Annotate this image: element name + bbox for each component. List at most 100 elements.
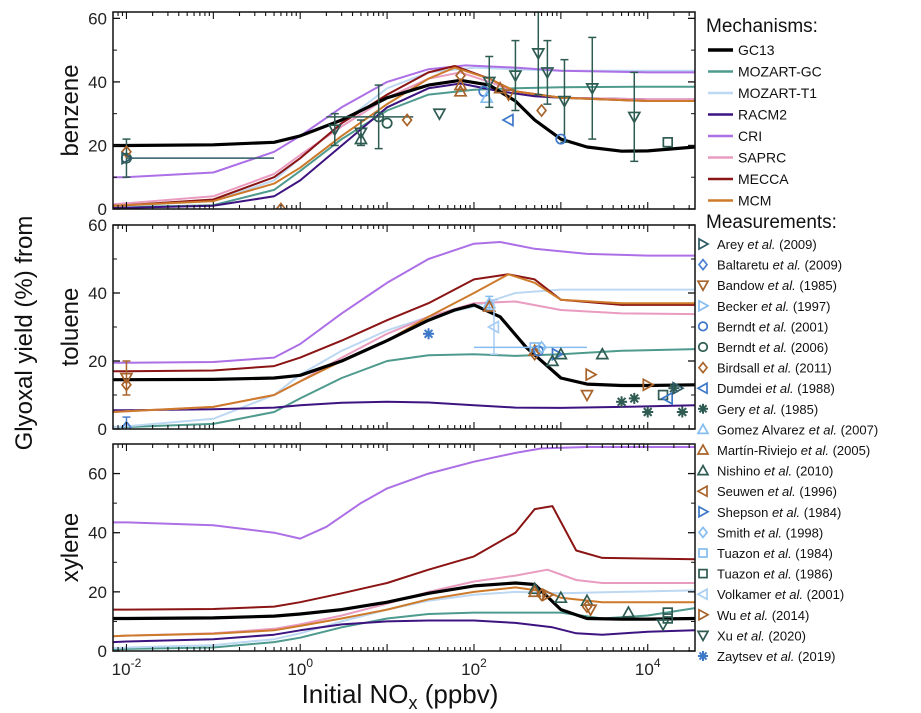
y-tick-label-toluene-0: 0 — [98, 420, 107, 439]
legend-label: Gomez Alvarez et al. (2007) — [717, 422, 878, 437]
panel-label-toluene: toluene — [57, 288, 84, 367]
data-point-toluene-1 — [120, 377, 132, 392]
data-point-toluene-11 — [536, 340, 548, 355]
legend-item-measurement-15: Tuazon et al. (1984) — [698, 546, 833, 561]
legend-marker — [697, 341, 709, 353]
data-point-benzene-26 — [585, 83, 600, 96]
x-axis-label-unit: (ppbv) — [418, 679, 499, 709]
y-tick-label-toluene-60: 60 — [88, 216, 107, 235]
legend-marker — [698, 651, 708, 661]
data-point-benzene-20 — [508, 70, 523, 83]
y-tick-label-toluene-40: 40 — [88, 284, 107, 303]
labels-layer: Glyoxal yield (%) from Initial NOx (ppbv… — [11, 16, 837, 713]
legend-label: Birdsall et al. (2011) — [717, 361, 832, 376]
measurement-points-toluene — [119, 295, 688, 429]
legend-label: MOZART-GC — [738, 64, 822, 80]
series-line-xylene-gc13 — [113, 581, 695, 621]
data-point-toluene-13 — [545, 353, 560, 367]
plot-frame-benzene — [112, 11, 696, 210]
legend-item-measurement-11: Nishino et al. (2010) — [696, 463, 833, 479]
legend-label: Xu et al. (2020) — [717, 628, 806, 643]
panel-label-xylene: xylene — [57, 513, 84, 582]
legend-item-gc13: GC13 — [708, 42, 775, 58]
data-point-xylene-8 — [621, 605, 636, 618]
legend-item-measurement-18: Wu et al. (2014) — [698, 608, 809, 623]
series-line-benzene-mcm — [113, 66, 695, 207]
data-point-benzene-6 — [353, 131, 368, 145]
data-point-benzene-15 — [479, 90, 494, 104]
data-point-toluene-15 — [580, 389, 594, 403]
series-line-xylene-mcm — [113, 586, 695, 638]
x-tick-label-4: 104 — [635, 656, 661, 679]
data-point-toluene-4 — [482, 295, 497, 309]
y-tick-label-xylene-60: 60 — [88, 465, 107, 484]
legend-marker — [696, 381, 708, 395]
data-point-benzene-19 — [501, 89, 516, 102]
legend-label: Seuwen et al. (1996) — [717, 484, 837, 499]
legend-label: GC13 — [738, 42, 775, 58]
data-point-toluene-0 — [119, 372, 134, 386]
series-line-benzene-mozart-gc — [113, 85, 695, 209]
measurement-points-benzene — [120, 12, 674, 209]
data-point-benzene-23 — [540, 67, 555, 80]
data-point-benzene-7 — [373, 111, 385, 123]
data-point-toluene-18 — [616, 396, 628, 408]
data-point-toluene-16 — [585, 367, 598, 382]
series-line-xylene-racm2 — [113, 619, 695, 644]
data-point-benzene-13 — [455, 68, 467, 83]
series-line-xylene-mozart-gc — [113, 607, 695, 651]
data-point-benzene-3 — [275, 202, 287, 209]
legend-item-measurement-10: Martín-Riviejo et al. (2005) — [696, 443, 870, 458]
legend-label: Wu et al. (2014) — [717, 608, 809, 623]
legend-label: MCM — [738, 193, 771, 209]
series-line-toluene-mozart-gc — [113, 348, 695, 429]
data-point-benzene-8 — [381, 117, 393, 129]
series-lines-xylene — [113, 446, 695, 651]
data-point-xylene-2 — [536, 587, 548, 602]
data-point-benzene-24 — [557, 95, 572, 109]
legend-label: Becker et al. (1997) — [717, 299, 830, 314]
legend-marker — [696, 280, 710, 292]
data-point-toluene-19 — [628, 392, 640, 404]
data-point-benzene-4 — [327, 124, 342, 137]
y-tick-label-benzene-40: 40 — [88, 73, 107, 92]
legend-item-measurement-13: Shepson et al. (1984) — [698, 505, 841, 520]
data-point-toluene-2 — [120, 420, 132, 429]
legend-item-measurement-3: Becker et al. (1997) — [698, 299, 830, 314]
legend-mechanisms-title: Mechanisms: — [706, 16, 818, 37]
legend-marker — [698, 608, 710, 622]
data-point-benzene-25 — [555, 133, 567, 145]
legend-marker — [696, 463, 710, 476]
legend-label: Tuazon et al. (1986) — [717, 567, 833, 582]
measurement-points-xylene — [527, 581, 674, 632]
y-tick-label-benzene-20: 20 — [88, 136, 107, 155]
legend-marker — [696, 484, 708, 498]
legend-item-saprc: SAPRC — [708, 150, 786, 166]
x-axis-label-sub: x — [409, 693, 418, 713]
data-point-toluene-6 — [486, 320, 500, 334]
legend-item-measurement-20: Zaytsev et al. (2019) — [698, 649, 836, 664]
series-line-benzene-cri — [113, 64, 695, 179]
legend-marker — [698, 505, 710, 519]
legend-label: SAPRC — [738, 150, 786, 166]
x-tick-label-2: 102 — [461, 656, 487, 679]
legend-item-measurement-8: Gery et al. (1985) — [698, 402, 818, 417]
legend-item-measurement-16: Tuazon et al. (1986) — [698, 567, 833, 582]
legend-item-measurement-19: Xu et al. (2020) — [696, 628, 806, 643]
legend-item-mozart-t1: MOZART-T1 — [708, 85, 817, 101]
legend-item-measurement-5: Berndt et al. (2006) — [697, 340, 828, 355]
data-point-benzene-5 — [353, 127, 368, 140]
data-point-benzene-17 — [493, 81, 508, 94]
data-point-benzene-18 — [501, 113, 514, 127]
panel-benzene: 0 20 40 60 benzene — [57, 9, 696, 219]
y-tick-label-xylene-0: 0 — [98, 642, 107, 661]
legend-item-measurement-17: Volkamer et al. (2001) — [696, 587, 844, 602]
data-point-toluene-20 — [642, 406, 654, 418]
panel-toluene: 0 20 40 60 toluene — [57, 216, 696, 439]
legend-measurements-title: Measurements: — [706, 212, 837, 233]
legend-item-racm2: RACM2 — [708, 107, 787, 123]
plot-frame-xylene — [112, 443, 696, 652]
legend-item-measurement-12: Seuwen et al. (1996) — [696, 484, 837, 499]
legend-item-measurement-2: Bandow et al. (1985) — [696, 278, 837, 293]
